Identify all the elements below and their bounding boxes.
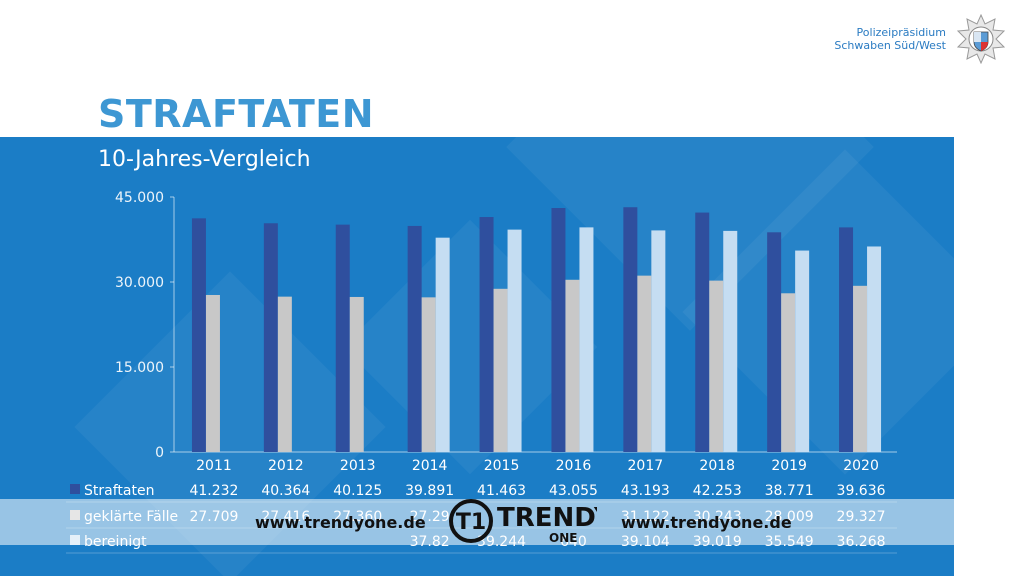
bar-gekl-rte-f-lle bbox=[277, 296, 292, 452]
data-label: 39.636 bbox=[837, 483, 886, 499]
bar-gekl-rte-f-lle bbox=[493, 288, 508, 452]
data-label: 40.125 bbox=[333, 483, 382, 499]
bar-straftaten bbox=[695, 212, 710, 452]
bar-straftaten bbox=[551, 208, 566, 452]
bar-bereinigt bbox=[795, 250, 810, 452]
bar-straftaten bbox=[407, 225, 422, 452]
watermark-url-right[interactable]: www.trendyone.de bbox=[621, 513, 792, 532]
bar-bereinigt bbox=[867, 246, 882, 452]
x-tick-label: 2015 bbox=[484, 458, 520, 474]
bar-straftaten bbox=[623, 207, 638, 452]
org-name: Polizeipräsidium Schwaben Süd/West bbox=[834, 26, 946, 52]
logo-sub: ONE bbox=[549, 531, 577, 545]
x-tick-label: 2017 bbox=[628, 458, 664, 474]
chart-panel: 10-Jahres-Vergleich 0 15.000 30.000 45.000 2… bbox=[0, 137, 954, 576]
bar-gekl-rte-f-lle bbox=[205, 294, 220, 452]
x-tick-label: 2014 bbox=[412, 458, 448, 474]
watermark-url-left[interactable]: www.trendyone.de bbox=[255, 513, 426, 532]
legend-swatch bbox=[70, 484, 80, 494]
bar-bereinigt bbox=[507, 229, 522, 452]
bar-straftaten bbox=[191, 218, 206, 452]
y-tick-label: 45.000 bbox=[115, 190, 164, 206]
data-label: 40.364 bbox=[261, 483, 310, 499]
police-star-icon bbox=[956, 14, 1006, 64]
data-label: 43.055 bbox=[549, 483, 598, 499]
data-label: 39.891 bbox=[405, 483, 454, 499]
x-tick-label: 2020 bbox=[843, 458, 879, 474]
chart-title: 10-Jahres-Vergleich bbox=[98, 147, 311, 172]
x-tick-label: 2016 bbox=[556, 458, 592, 474]
bar-straftaten bbox=[839, 227, 854, 452]
bar-gekl-rte-f-lle bbox=[781, 293, 796, 452]
bar-gekl-rte-f-lle bbox=[853, 285, 868, 452]
org-line-1: Polizeipräsidium bbox=[856, 26, 946, 39]
bar-bereinigt bbox=[651, 230, 666, 452]
bar-bereinigt bbox=[579, 227, 594, 452]
x-tick-label: 2018 bbox=[699, 458, 735, 474]
header-logo: Polizeipräsidium Schwaben Süd/West bbox=[834, 14, 1006, 64]
bar-bereinigt bbox=[723, 230, 738, 452]
data-label: 41.463 bbox=[477, 483, 526, 499]
bar-bereinigt bbox=[435, 237, 450, 452]
data-label: 38.771 bbox=[765, 483, 814, 499]
bar-straftaten bbox=[479, 217, 494, 452]
bar-straftaten bbox=[335, 224, 350, 452]
logo-mark: T1 bbox=[456, 510, 486, 535]
watermark-banner: www.trendyone.de www.trendyone.de T1 TRE… bbox=[0, 499, 954, 545]
org-line-2: Schwaben Süd/West bbox=[834, 39, 946, 52]
data-label: 42.253 bbox=[693, 483, 742, 499]
bar-gekl-rte-f-lle bbox=[421, 297, 436, 452]
legend-label: Straftaten bbox=[84, 483, 154, 499]
y-tick-label: 30.000 bbox=[115, 275, 164, 291]
x-tick-label: 2011 bbox=[196, 458, 232, 474]
y-tick-label: 0 bbox=[155, 445, 164, 461]
bar-gekl-rte-f-lle bbox=[349, 296, 364, 452]
bar-straftaten bbox=[767, 232, 782, 452]
x-tick-label: 2013 bbox=[340, 458, 376, 474]
x-tick-label: 2012 bbox=[268, 458, 304, 474]
data-label: 41.232 bbox=[189, 483, 238, 499]
data-label: 43.193 bbox=[621, 483, 670, 499]
trendyone-logo: T1 TRENDY ONE bbox=[449, 499, 597, 545]
x-tick-label: 2019 bbox=[771, 458, 807, 474]
bar-gekl-rte-f-lle bbox=[565, 279, 580, 452]
y-tick-label: 15.000 bbox=[115, 360, 164, 376]
page-title: STRAFTATEN bbox=[98, 92, 375, 136]
logo-word: TRENDY bbox=[497, 503, 597, 533]
logo-ring bbox=[449, 499, 493, 543]
bar-gekl-rte-f-lle bbox=[637, 275, 652, 452]
bar-gekl-rte-f-lle bbox=[709, 280, 724, 452]
bar-straftaten bbox=[263, 223, 278, 452]
